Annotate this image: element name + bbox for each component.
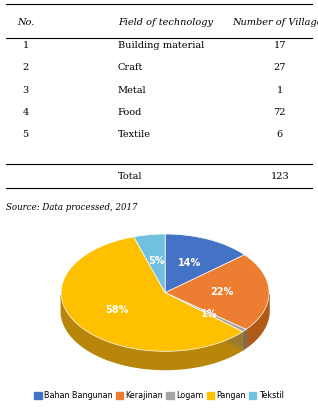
Text: 72: 72 [273,108,286,117]
Polygon shape [165,234,245,293]
Text: 17: 17 [273,41,286,50]
Polygon shape [165,293,243,350]
Text: Number of Villages: Number of Villages [232,18,318,27]
Text: 27: 27 [273,63,286,73]
Text: Craft: Craft [118,63,143,73]
Text: 3: 3 [22,86,29,95]
Text: 4: 4 [22,108,29,117]
Polygon shape [165,293,246,348]
Text: 123: 123 [271,172,289,181]
Polygon shape [134,234,165,293]
Text: 22%: 22% [211,287,234,297]
Text: Food: Food [118,108,142,117]
Polygon shape [165,293,246,332]
Polygon shape [61,295,243,370]
Text: Field of technology: Field of technology [118,18,213,27]
Text: 14%: 14% [177,258,201,268]
Polygon shape [246,294,269,348]
Polygon shape [165,255,269,330]
Text: 2: 2 [22,63,29,73]
Polygon shape [243,330,246,350]
Polygon shape [61,237,243,351]
Text: Metal: Metal [118,86,146,95]
Text: Building material: Building material [118,41,204,50]
Text: 6: 6 [277,131,283,139]
Text: Source: Data processed, 2017: Source: Data processed, 2017 [6,203,138,212]
Ellipse shape [61,252,269,370]
Text: 1%: 1% [201,309,217,318]
Text: Textile: Textile [118,131,151,139]
Text: 5%: 5% [148,256,165,266]
Polygon shape [165,293,246,348]
Text: 1: 1 [277,86,283,95]
Text: Total: Total [118,172,142,181]
Polygon shape [165,293,243,350]
Text: No.: No. [17,18,34,27]
Text: 1: 1 [22,41,29,50]
Legend: Bahan Bangunan, Kerajinan, Logam, Pangan, Tekstil: Bahan Bangunan, Kerajinan, Logam, Pangan… [31,388,287,403]
Text: 58%: 58% [106,305,129,315]
Text: 5: 5 [22,131,29,139]
